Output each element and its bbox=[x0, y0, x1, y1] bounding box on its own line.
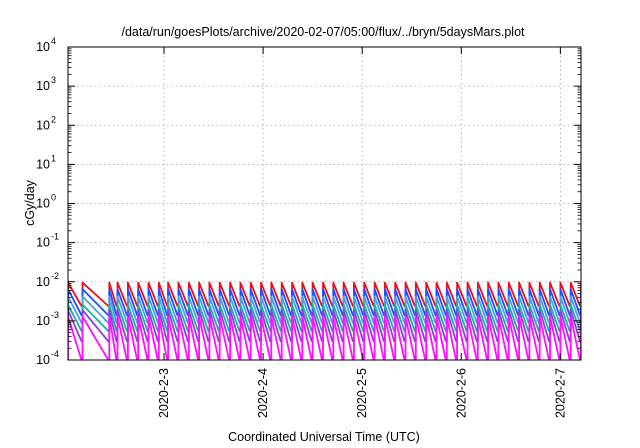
x-tick-label: 2020-2-7 bbox=[553, 368, 567, 418]
y-axis-label: cGy/day bbox=[23, 179, 37, 226]
y-tick-exponent: 1 bbox=[51, 153, 56, 163]
x-tick-label: 2020-2-3 bbox=[157, 368, 171, 418]
y-tick-exponent: 3 bbox=[51, 75, 56, 85]
x-tick-label: 2020-2-6 bbox=[454, 368, 468, 418]
x-tick-label: 2020-2-5 bbox=[355, 368, 369, 418]
y-tick-label: 10 bbox=[36, 40, 50, 54]
y-tick-label: 10 bbox=[36, 197, 50, 211]
y-tick-exponent: -2 bbox=[51, 271, 59, 281]
y-tick-label: 10 bbox=[36, 236, 50, 250]
chart-title: /data/run/goesPlots/archive/2020-02-07/0… bbox=[121, 25, 525, 39]
y-tick-label: 10 bbox=[36, 157, 50, 171]
x-axis: 2020-2-3 2020-2-4 2020-2-5 2020-2-6 2020-2-7 bbox=[157, 47, 567, 418]
x-axis-label: Coordinated Universal Time (UTC) bbox=[228, 430, 420, 444]
y-tick-label: 10 bbox=[36, 353, 50, 367]
y-tick-label: 10 bbox=[36, 275, 50, 289]
grid-lines bbox=[68, 47, 581, 360]
y-tick-exponent: -1 bbox=[51, 232, 59, 242]
y-tick-exponent: 2 bbox=[51, 114, 56, 124]
y-tick-exponent: 0 bbox=[51, 193, 56, 203]
y-tick-label: 10 bbox=[36, 314, 50, 328]
series-lines bbox=[68, 281, 581, 360]
y-tick-exponent: -4 bbox=[51, 349, 59, 359]
series-line-6 bbox=[68, 315, 581, 360]
y-tick-label: 10 bbox=[36, 118, 50, 132]
x-tick-label: 2020-2-4 bbox=[256, 368, 270, 418]
y-tick-exponent: 4 bbox=[51, 36, 56, 46]
y-tick-label: 10 bbox=[36, 79, 50, 93]
y-tick-exponent: -3 bbox=[51, 310, 59, 320]
